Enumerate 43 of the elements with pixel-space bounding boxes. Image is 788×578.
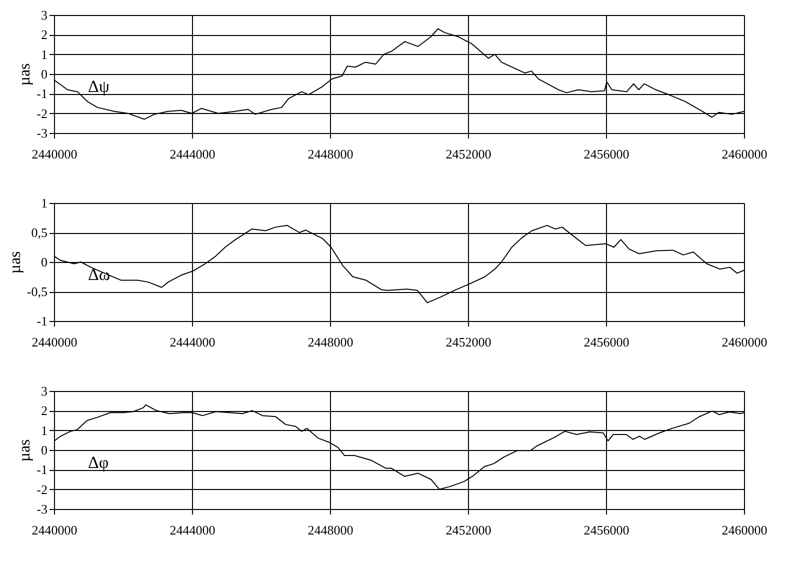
x-tick-label: 2456000 xyxy=(584,334,630,350)
y-tick-label: 3 xyxy=(41,384,48,398)
y-tick-label: 2 xyxy=(41,403,48,418)
series-label: Δφ xyxy=(88,453,109,472)
x-tick-label: 2452000 xyxy=(446,146,492,162)
x-tick-label: 2448000 xyxy=(308,146,354,162)
x-tick-label: 2444000 xyxy=(170,334,216,350)
y-axis-title: µas xyxy=(16,63,34,86)
x-tick-label: 2444000 xyxy=(170,146,216,162)
x-tick-label: 2448000 xyxy=(308,334,354,350)
x-tick-label: 2456000 xyxy=(584,146,630,162)
y-axis-title: µas xyxy=(6,251,24,274)
x-tick-label: 2444000 xyxy=(170,522,216,538)
y-tick-label: -1 xyxy=(36,314,48,328)
series-label: Δψ xyxy=(88,77,110,96)
y-tick-label: 1 xyxy=(41,422,48,438)
y-tick-label: -0,5 xyxy=(26,284,48,299)
x-tick-label: 2440000 xyxy=(32,522,78,538)
y-tick-label: 0 xyxy=(41,66,48,82)
x-tick-label: 2460000 xyxy=(722,334,768,350)
y-tick-label: -3 xyxy=(36,126,48,140)
x-tick-label: 2452000 xyxy=(446,522,492,538)
y-tick-label: 0 xyxy=(41,442,48,458)
x-tick-label: 2460000 xyxy=(722,522,768,538)
y-tick-label: 0,5 xyxy=(31,225,48,240)
x-tick-label: 2452000 xyxy=(446,334,492,350)
y-tick-label: -2 xyxy=(36,106,48,121)
x-tick-label: 2456000 xyxy=(584,522,630,538)
y-axis-title: µas xyxy=(16,439,34,462)
y-tick-label: -1 xyxy=(36,462,48,478)
y-tick-label: -2 xyxy=(36,482,48,497)
series-label: Δω xyxy=(88,265,110,284)
x-tick-label: 2448000 xyxy=(308,522,354,538)
y-tick-label: 0 xyxy=(41,254,48,270)
x-tick-label: 2440000 xyxy=(32,334,78,350)
y-tick-label: 1 xyxy=(41,46,48,62)
y-tick-label: 2 xyxy=(41,27,48,42)
x-tick-label: 2440000 xyxy=(32,146,78,162)
x-tick-label: 2460000 xyxy=(722,146,768,162)
y-tick-label: -1 xyxy=(36,86,48,102)
y-tick-label: 3 xyxy=(41,8,48,22)
y-tick-label: 1 xyxy=(41,196,48,210)
y-tick-label: -3 xyxy=(36,502,48,516)
